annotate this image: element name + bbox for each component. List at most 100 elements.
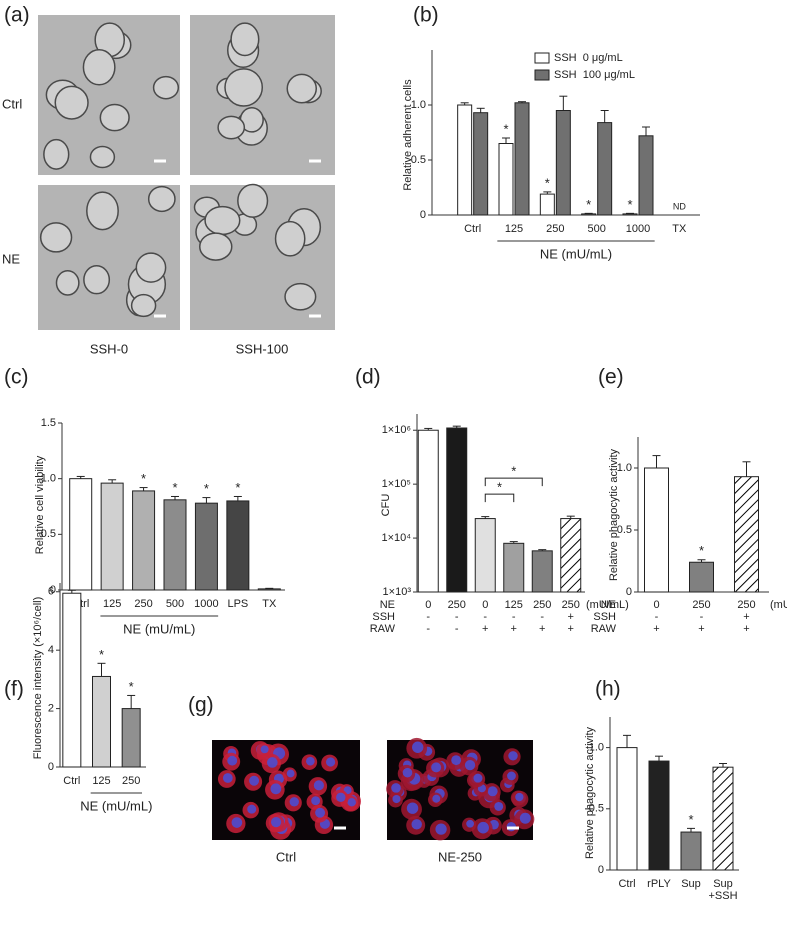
panel-label: (d)	[355, 366, 381, 389]
x-tick-label: 250	[134, 598, 152, 610]
x-tick-label: Ctrl	[63, 775, 80, 787]
cell	[43, 138, 70, 170]
nucleus	[432, 794, 441, 803]
cell	[152, 75, 180, 100]
x-tick-label: 1000	[194, 598, 218, 610]
row-value: -	[540, 611, 544, 623]
bar	[100, 482, 124, 591]
row-value: -	[512, 611, 516, 623]
y-tick-label: 0	[626, 586, 632, 598]
bar	[638, 135, 654, 216]
bar	[69, 478, 93, 591]
row-value: -	[655, 611, 659, 623]
y-tick-label: 1.5	[41, 417, 56, 429]
nucleus	[508, 751, 518, 761]
row-label: Ctrl	[2, 96, 22, 111]
bar	[226, 500, 250, 591]
row-name: SSH	[372, 611, 395, 623]
significance: *	[627, 197, 632, 212]
row-value: +	[743, 623, 749, 635]
cell	[204, 205, 241, 236]
row-value: 250	[692, 599, 710, 611]
cell	[39, 222, 73, 253]
y-tick-label: 6	[48, 586, 54, 598]
bar	[539, 193, 555, 216]
bar	[531, 550, 553, 593]
bar	[474, 518, 496, 593]
nucleus	[311, 796, 321, 806]
cell	[237, 183, 269, 218]
y-axis-label: Fluorescence intensity (×10⁶/cell)	[32, 597, 44, 760]
y-tick-label: 0	[50, 584, 56, 596]
bracket	[484, 493, 515, 503]
row-value: +	[568, 623, 574, 635]
nucleus	[270, 783, 282, 795]
bar	[581, 213, 597, 216]
bracket	[484, 477, 543, 487]
x-tick-label: TX	[262, 598, 277, 610]
row-value: 250	[737, 599, 755, 611]
bar	[498, 143, 514, 216]
y-tick-label: 1×10⁶	[382, 424, 411, 436]
group-label: NE (mU/mL)	[123, 621, 195, 636]
y-tick-label: 1.0	[411, 99, 426, 111]
y-axis-label: CFU	[380, 494, 392, 517]
panel-label: (b)	[413, 4, 439, 27]
nucleus	[227, 755, 238, 766]
col-label: SSH-0	[90, 341, 128, 356]
significance: *	[503, 121, 508, 136]
col-label: SSH-100	[236, 341, 289, 356]
bracket-label: *	[497, 480, 502, 495]
row-label: NE	[2, 251, 20, 266]
significance: *	[172, 480, 177, 495]
nucleus	[222, 773, 233, 783]
x-tick-label: Ctrl	[464, 223, 481, 235]
bar	[514, 102, 530, 216]
cell	[83, 265, 111, 295]
group-label: NE (mU/mL)	[540, 246, 612, 261]
bar	[473, 112, 489, 216]
bar	[644, 467, 669, 593]
row-value: -	[455, 623, 459, 635]
significance: *	[129, 679, 134, 694]
y-tick-label: 0	[48, 761, 54, 773]
nucleus	[473, 773, 483, 783]
row-value: +	[511, 623, 517, 635]
nucleus	[406, 802, 419, 814]
legend-label: SSH 100 μg/mL	[554, 69, 635, 81]
nucleus	[519, 812, 531, 824]
row-value: -	[426, 611, 430, 623]
nucleus	[231, 817, 243, 828]
y-tick-label: 1×10⁴	[381, 532, 411, 544]
cell	[224, 68, 264, 107]
unit-label: (mU/mL)	[586, 599, 629, 611]
significance: *	[545, 175, 550, 190]
bar	[597, 122, 613, 216]
cell	[130, 293, 157, 318]
significance: *	[99, 647, 104, 662]
row-value: -	[455, 611, 459, 623]
row-value: -	[700, 611, 704, 623]
row-name: NE	[380, 599, 395, 611]
y-tick-label: 1.0	[41, 473, 56, 485]
y-tick-label: 1.0	[617, 462, 632, 474]
x-tick-label: 250	[122, 775, 140, 787]
nucleus	[313, 780, 324, 791]
row-value: 0	[653, 599, 659, 611]
nucleus	[466, 819, 475, 828]
row-value: 0	[425, 599, 431, 611]
row-value: +	[653, 623, 659, 635]
row-name: SSH	[593, 611, 616, 623]
cell	[99, 103, 130, 132]
panel-label: (a)	[4, 4, 30, 27]
x-tick-label: 125	[92, 775, 110, 787]
x-tick-label: 500	[587, 223, 605, 235]
panel-label: (c)	[4, 366, 29, 389]
x-tick-label: rPLY	[647, 878, 671, 890]
nucleus	[315, 807, 326, 818]
x-tick-label: 125	[505, 223, 523, 235]
panel-label: (h)	[595, 678, 621, 701]
nucleus	[411, 819, 422, 830]
nucleus	[286, 769, 295, 778]
bar	[648, 760, 670, 871]
